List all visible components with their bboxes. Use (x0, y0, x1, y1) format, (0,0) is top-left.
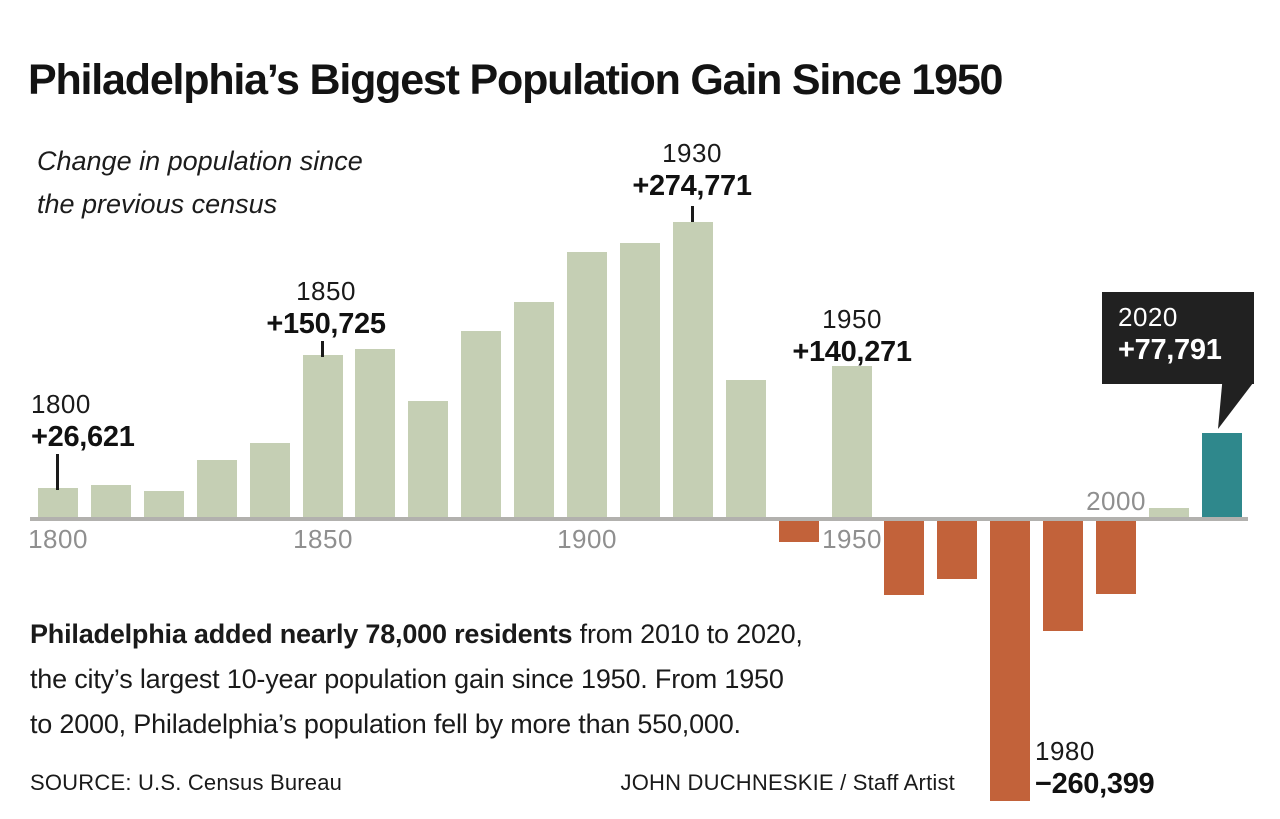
chart-subtitle: Change in population since the previous … (37, 146, 363, 219)
bar-1980 (990, 521, 1030, 801)
page-title: Philadelphia’s Biggest Population Gain S… (28, 56, 1003, 104)
bar-1900 (567, 252, 607, 517)
callout-2020-year: 2020 (1118, 302, 1178, 332)
bar-1960 (884, 521, 924, 595)
callout-1950: 1950 +140,271 (792, 304, 912, 368)
callout-2020-box: 2020 +77,791 (1102, 292, 1254, 384)
body-line-1: Philadelphia added nearly 78,000 residen… (30, 612, 803, 657)
bar-2020 (1202, 433, 1242, 517)
bar-1970 (937, 521, 977, 579)
body-line-2: the city’s largest 10-year population ga… (30, 664, 784, 694)
bar-1810 (91, 485, 131, 517)
bar-1990 (1043, 521, 1083, 631)
bar-1880 (461, 331, 501, 517)
bar-1890 (514, 302, 554, 517)
body-line-3: to 2000, Philadelphia’s population fell … (30, 709, 741, 739)
axis-label-1850: 1850 (293, 524, 353, 554)
callout-1930-tick (691, 206, 694, 222)
axis-label-2000: 2000 (1086, 486, 1146, 516)
bar-1930 (726, 380, 766, 517)
axis-label-1950: 1950 (822, 524, 882, 554)
callout-1800-year: 1800 (31, 389, 91, 419)
callout-1930: 1930 +274,771 (632, 138, 752, 202)
axis-label-1900: 1900 (557, 524, 617, 554)
bar-1870 (408, 401, 448, 517)
bar-1830 (197, 460, 237, 517)
body-paragraph: Philadelphia added nearly 78,000 residen… (30, 612, 803, 747)
callout-1850-year: 1850 (296, 276, 356, 306)
bar-1910 (620, 243, 660, 517)
callout-1800-value: +26,621 (31, 421, 135, 453)
body-line-1-rest: from 2010 to 2020, (572, 619, 803, 649)
callout-1850: 1850 +150,725 (266, 276, 386, 340)
bar-2000 (1096, 521, 1136, 594)
source-credit: SOURCE: U.S. Census Bureau (30, 770, 343, 795)
bar-1940 (779, 521, 819, 542)
callout-1800-tick (56, 454, 59, 490)
bar-1800 (38, 488, 78, 517)
callout-1930-year: 1930 (662, 138, 722, 168)
axis-label-1800: 1800 (28, 524, 88, 554)
callout-1980-year: 1980 (1035, 736, 1095, 766)
callout-1950-value: +140,271 (792, 336, 912, 368)
bar-1950 (832, 366, 872, 517)
bar-1920 (673, 222, 713, 517)
artist-credit: JOHN DUCHNESKIE / Staff Artist (620, 770, 955, 795)
callout-1980: 1980 −260,399 (1035, 736, 1155, 800)
callout-2020-value: +77,791 (1118, 334, 1222, 366)
body-lead-bold: Philadelphia added nearly 78,000 residen… (30, 619, 573, 649)
x-axis-line (30, 517, 1248, 521)
bar-1850 (303, 355, 343, 517)
bar-1820 (144, 491, 184, 517)
callout-1800: 1800 +26,621 (31, 389, 135, 452)
bar-2010 (1149, 508, 1189, 517)
callout-1850-tick (321, 341, 324, 357)
callout-1980-value: −260,399 (1035, 768, 1155, 800)
bar-1840 (250, 443, 290, 517)
callout-1950-year: 1950 (822, 304, 882, 334)
callout-1850-value: +150,725 (266, 308, 386, 340)
bar-1860 (355, 349, 395, 517)
callout-1930-value: +274,771 (632, 170, 752, 202)
